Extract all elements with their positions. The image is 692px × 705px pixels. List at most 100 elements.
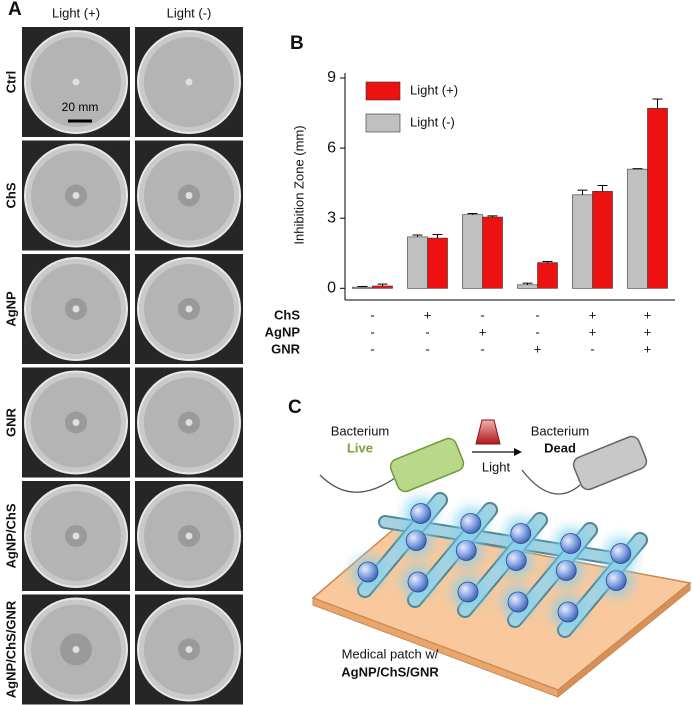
sample [72, 419, 80, 426]
error-bar [467, 213, 478, 215]
sample [72, 78, 80, 86]
bacteria [319, 419, 648, 495]
patch-caption: Medical patch w/ [342, 646, 439, 661]
error-bar [432, 234, 443, 239]
condition-sign: + [644, 307, 652, 322]
panel-label: B [290, 33, 304, 54]
row-label: AgNP [3, 291, 18, 327]
bar [482, 216, 503, 289]
column-header: Light (+) [52, 5, 100, 20]
row-label: GNR [3, 407, 18, 437]
condition-sign: - [370, 341, 374, 356]
panel-label: A [8, 0, 22, 20]
sample [185, 646, 193, 653]
legend-label: Light (-) [410, 114, 455, 129]
legend-swatch [365, 113, 401, 133]
nanoparticle [507, 591, 529, 613]
error-bar [577, 189, 588, 195]
condition-sign: + [589, 307, 597, 322]
sample [185, 78, 193, 86]
row-label: Ctrl [3, 71, 18, 93]
sample [185, 305, 193, 313]
legend-swatch [365, 81, 401, 101]
column-header: Light (-) [167, 5, 212, 20]
nanoparticle [460, 513, 482, 534]
nanoparticle [457, 581, 479, 603]
condition-sign: - [370, 324, 374, 339]
y-tick-label: 0 [327, 280, 336, 297]
y-tick-label: 3 [327, 209, 336, 226]
error-bar [412, 234, 423, 237]
error-bar [357, 285, 368, 288]
sample [72, 646, 80, 653]
error-bar [377, 283, 388, 286]
nanoparticle [610, 543, 632, 564]
bar [427, 237, 448, 289]
condition-label: ChS [274, 307, 300, 322]
scale-label: 20 mm [62, 100, 99, 114]
dead-title: Bacterium [531, 423, 590, 438]
error-bar [652, 98, 663, 109]
y-tick-label: 6 [327, 139, 336, 156]
condition-sign: + [479, 324, 487, 339]
nanoparticle [605, 570, 627, 591]
nanoparticle [405, 530, 427, 551]
bar [647, 108, 668, 289]
bar [592, 191, 613, 289]
nanoparticle [557, 601, 579, 623]
bar [407, 236, 428, 289]
sample [72, 305, 80, 313]
bar [517, 284, 538, 289]
bar [572, 194, 593, 289]
nanoparticle [407, 571, 429, 593]
condition-sign: + [424, 307, 432, 322]
dead-state: Dead [544, 440, 576, 455]
nanoparticle [505, 550, 527, 571]
bar [537, 262, 558, 289]
sample [185, 192, 193, 199]
bar [352, 286, 373, 289]
live-title: Bacterium [331, 423, 390, 438]
error-bar [542, 260, 553, 263]
row-label: AgNP/ChS [3, 503, 18, 568]
light-label: Light [482, 459, 511, 474]
y-axis-title: Inhibition Zone (mm) [291, 125, 306, 244]
condition-sign: - [535, 324, 539, 339]
condition-sign: - [425, 324, 429, 339]
condition-sign: + [644, 341, 652, 356]
condition-sign: - [480, 307, 484, 322]
nanofibers [352, 492, 648, 638]
bar [372, 285, 393, 289]
condition-sign: - [535, 307, 539, 322]
row-label: AgNP/ChS/GNR [3, 600, 18, 698]
sample [72, 192, 80, 199]
condition-sign: - [425, 341, 429, 356]
condition-sign: - [370, 307, 374, 322]
error-bar [522, 282, 533, 285]
condition-sign: + [589, 324, 597, 339]
condition-label: AgNP [265, 324, 301, 339]
nanoparticle [410, 503, 432, 524]
error-bar [487, 215, 498, 218]
error-bar [597, 184, 608, 192]
condition-label: GNR [271, 341, 301, 356]
bar [627, 168, 648, 289]
sample [185, 419, 193, 426]
patch-diagram [311, 527, 692, 699]
condition-sign: - [590, 341, 594, 356]
condition-sign: + [644, 324, 652, 339]
panel-label: C [288, 397, 302, 418]
nanoparticle [455, 540, 477, 561]
legend-label: Light (+) [410, 82, 458, 97]
live-state: Live [347, 440, 373, 455]
bar [462, 214, 483, 289]
nanoparticle [357, 561, 379, 583]
nanoparticle [510, 523, 532, 544]
sample [72, 532, 80, 540]
nanoparticle [560, 533, 582, 554]
condition-sign: + [534, 341, 542, 356]
nanoparticle [555, 560, 577, 581]
sample [185, 532, 193, 540]
patch-caption: AgNP/ChS/GNR [341, 664, 439, 679]
